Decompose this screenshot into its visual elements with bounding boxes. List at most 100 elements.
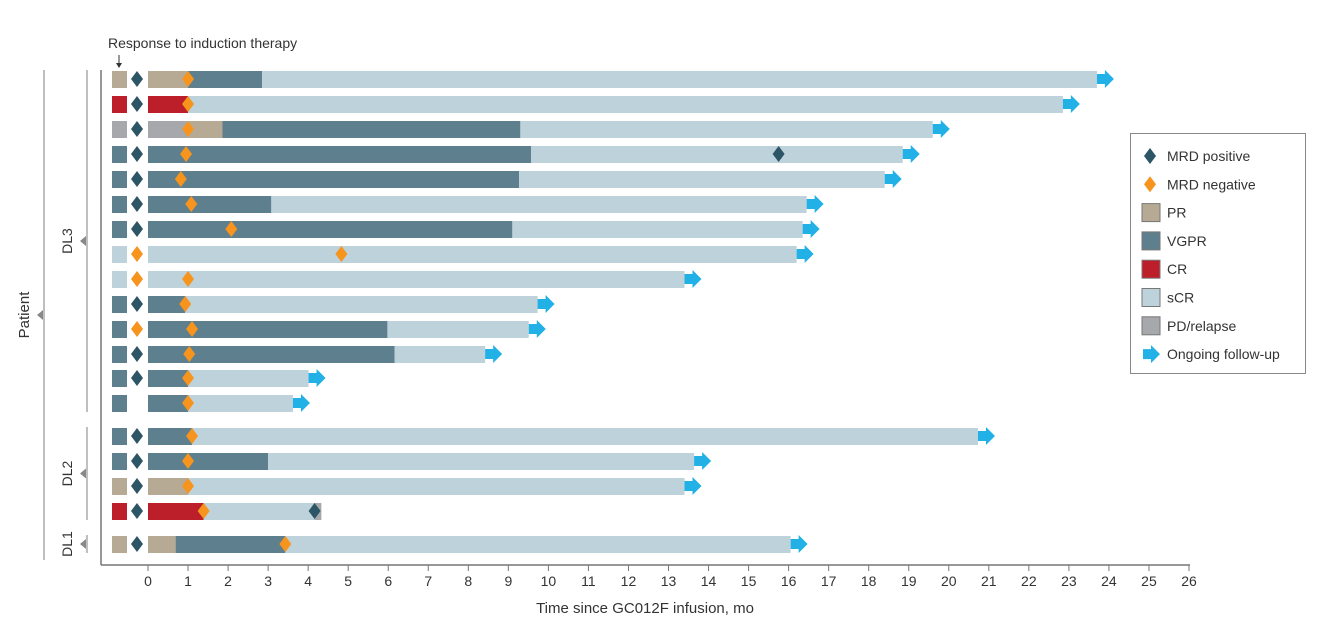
response-segment-vgpr [148,453,269,470]
x-tick-label: 5 [344,573,352,589]
ongoing-followup-arrow-icon [977,427,995,445]
legend-box [1130,133,1306,374]
mrd-negative-marker [131,246,143,262]
patient-row [112,345,503,363]
x-tick-label: 13 [661,573,677,589]
x-tick-label: 10 [541,573,557,589]
response-segment-cr [148,96,189,113]
mrd-positive-marker [131,146,143,162]
mrd-negative-marker [186,321,199,337]
response-segment-vgpr [148,146,532,163]
mrd-negative-marker [180,146,193,162]
group-triangle-icon [80,468,86,479]
legend-swatch-pd [1141,316,1161,336]
x-tick-label: 24 [1101,573,1117,589]
x-tick-label: 1 [184,573,192,589]
patient-row [112,195,824,213]
induction-response-box [112,503,127,520]
patient-row [112,535,808,553]
x-tick-label: 4 [304,573,312,589]
patient-row [112,95,1080,113]
mrd-negative-marker [131,271,143,287]
response-segment-scr [192,428,978,445]
patient-row [112,120,950,138]
response-segment-scr [188,96,1063,113]
legend-label: MRD positive [1167,148,1250,164]
legend-label: CR [1167,261,1187,277]
mrd-positive-marker [131,71,143,87]
response-segment-scr [512,221,803,238]
response-segment-vgpr [148,395,189,412]
mrd-positive-marker [772,146,785,162]
response-segment-pd [148,121,189,138]
induction-response-box [112,196,127,213]
mrd-negative-marker [197,503,210,519]
patient-triangle-icon [37,310,43,320]
x-tick-label: 22 [1021,573,1037,589]
induction-response-box [112,395,127,412]
legend-label: PD/relapse [1167,318,1236,334]
mrd-positive-marker [131,346,143,362]
induction-response-box [112,478,127,495]
ongoing-followup-arrow-icon [932,120,950,138]
response-segment-scr [188,478,685,495]
legend-label: MRD negative [1167,176,1256,192]
induction-response-box [112,246,127,263]
mrd-negative-marker [174,171,187,187]
patient-row [112,270,702,288]
patient-row [112,295,555,313]
induction-response-box [112,346,127,363]
induction-response-box [112,96,127,113]
x-tick-label: 9 [504,573,512,589]
mrd-negative-marker [131,321,143,337]
x-tick-label: 21 [981,573,997,589]
induction-response-box [112,296,127,313]
ongoing-followup-arrow-icon [806,195,824,213]
x-tick-label: 6 [384,573,392,589]
mrd-positive-marker [131,428,143,444]
x-tick-label: 15 [741,573,757,589]
ongoing-followup-arrow-icon [684,477,702,495]
response-segment-scr [531,146,903,163]
patient-row [112,452,712,470]
legend-swatch-vgpr [1141,231,1161,251]
x-tick-label: 19 [901,573,917,589]
x-tick-label: 2 [224,573,232,589]
patient-row [112,245,814,263]
ongoing-followup-arrow-icon [902,145,920,163]
legend-swatch-pr [1141,203,1161,223]
legend-mrd-negative-icon [1144,176,1156,193]
mrd-negative-marker [182,71,195,87]
response-segment-scr [271,196,807,213]
mrd-negative-marker [279,536,292,552]
x-tick-label: 20 [941,573,957,589]
response-segment-pr [148,478,189,495]
response-segment-pr [188,121,223,138]
mrd-negative-marker [182,271,195,287]
response-segment-scr [387,321,529,338]
patient-row [112,503,322,520]
group-label: DL2 [59,460,75,486]
patient-row [112,220,820,238]
response-segment-scr [148,246,797,263]
response-segment-vgpr [148,321,388,338]
response-segment-scr [520,121,933,138]
legend-label: sCR [1167,290,1194,306]
response-segment-scr [268,453,695,470]
ongoing-followup-arrow-icon [790,535,808,553]
patient-row [112,427,995,445]
mrd-positive-marker [308,503,321,519]
legend-mrd-positive-icon [1144,148,1156,164]
mrd-negative-marker [182,395,195,411]
induction-response-box [112,536,127,553]
mrd-negative-marker [179,296,192,312]
mrd-positive-marker [131,296,143,312]
legend-swatch-cr [1141,259,1161,279]
response-segment-scr [185,296,538,313]
mrd-negative-marker [185,196,198,212]
annotation-arrowhead-icon [116,63,122,68]
ongoing-followup-arrow-icon [802,220,820,238]
mrd-positive-marker [131,171,143,187]
mrd-negative-marker [225,221,238,237]
response-segment-vgpr [175,536,286,553]
